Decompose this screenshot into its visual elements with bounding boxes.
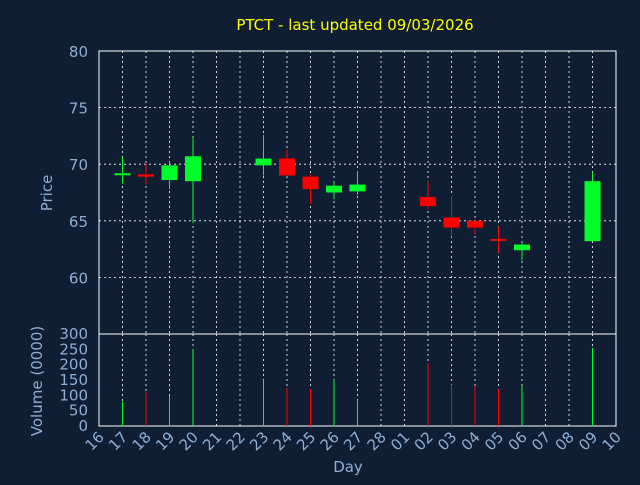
- price-tick-label: 70: [69, 156, 88, 174]
- x-tick-label: 18: [129, 428, 155, 454]
- price-tick-label: 75: [69, 100, 88, 118]
- x-tick-label: 10: [599, 428, 625, 454]
- x-tick-label: 03: [434, 428, 460, 454]
- candle-body: [467, 220, 483, 228]
- candle-body: [114, 173, 131, 176]
- candle-body: [443, 217, 460, 228]
- x-tick-label: 02: [411, 428, 437, 454]
- candle-body: [490, 238, 507, 241]
- x-tick-label: 07: [528, 428, 554, 454]
- x-tick-label: 27: [340, 428, 366, 454]
- x-tick-label: 25: [293, 428, 319, 454]
- volume-tick-label: 200: [59, 356, 88, 374]
- x-tick-label: 08: [552, 428, 578, 454]
- x-tick-label: 24: [270, 428, 296, 454]
- x-tick-label: 05: [481, 428, 507, 454]
- x-tick-label: 21: [199, 428, 225, 454]
- candle-body: [255, 158, 272, 166]
- volume-tick-label: 250: [59, 340, 88, 358]
- x-tick-label: 23: [246, 428, 272, 454]
- candle-body: [326, 185, 342, 193]
- candle-body: [185, 156, 201, 182]
- volume-tick-label: 50: [69, 402, 88, 420]
- x-tick-label: 09: [575, 428, 601, 454]
- chart-title: PTCT - last updated 09/03/2026: [236, 16, 473, 34]
- candle-body: [514, 244, 530, 251]
- candle-body: [161, 165, 178, 181]
- x-tick-label: 04: [458, 428, 484, 454]
- volume-panel: 3002502001501005001617181920212223242526…: [59, 325, 624, 454]
- price-axis-label: Price: [38, 175, 56, 212]
- x-tick-label: 01: [387, 428, 413, 454]
- price-tick-label: 65: [69, 213, 88, 231]
- candle-body: [279, 158, 295, 176]
- volume-axis-label: Volume (0000): [28, 326, 46, 436]
- x-tick-label: 22: [223, 428, 249, 454]
- x-tick-label: 20: [176, 428, 202, 454]
- x-tick-label: 19: [152, 428, 178, 454]
- price-tick-label: 80: [69, 43, 88, 61]
- volume-tick-label: 0: [78, 417, 88, 435]
- candle-body: [302, 176, 319, 190]
- candle-body: [420, 197, 436, 207]
- x-tick-label: 26: [317, 428, 343, 454]
- candle-body: [584, 181, 601, 242]
- x-tick-label: 17: [105, 428, 131, 454]
- candle-body: [349, 184, 366, 192]
- price-tick-label: 60: [69, 269, 88, 287]
- x-tick-label: 06: [505, 428, 531, 454]
- volume-tick-label: 150: [59, 371, 88, 389]
- x-tick-label: 28: [364, 428, 390, 454]
- volume-tick-label: 300: [59, 325, 88, 343]
- volume-tick-label: 100: [59, 386, 88, 404]
- price-panel: 80 75 70 65 60: [69, 43, 617, 335]
- candle-body: [138, 174, 154, 177]
- x-axis-label: Day: [333, 458, 363, 476]
